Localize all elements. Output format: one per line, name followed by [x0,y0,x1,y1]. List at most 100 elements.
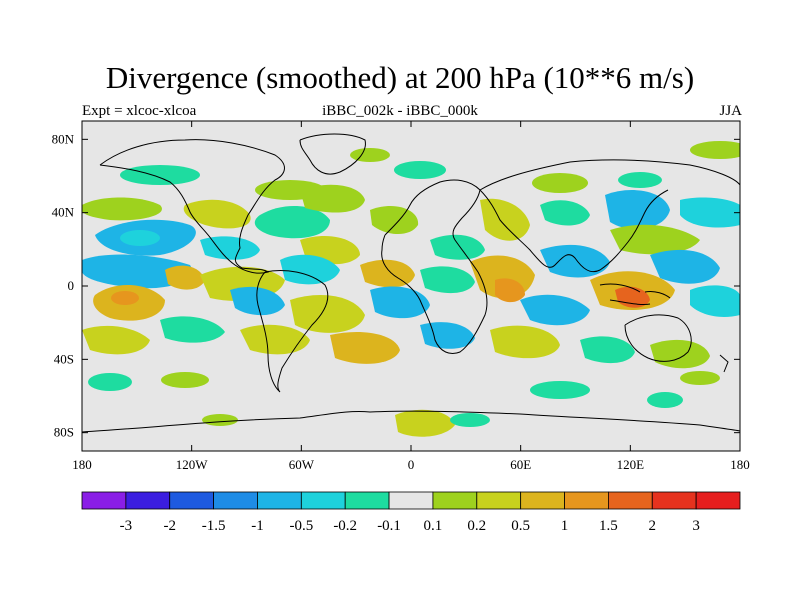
contour-patch [420,266,475,294]
contour-patch [647,392,683,408]
x-tick-label: 60W [289,457,315,472]
x-tick-label: 180 [730,457,750,472]
colorbar-swatch [81,491,127,510]
colorbar-swatch [300,491,346,510]
contour-patch [395,409,455,437]
contour-patch [520,294,590,326]
contour-patch [165,265,205,290]
contour-patch [690,285,740,317]
colorbar-swatch [651,491,697,510]
y-tick-label: 40S [54,351,74,366]
season-label: JJA [719,103,742,119]
plot-title: Divergence (smoothed) at 200 hPa (10**6 … [105,60,695,95]
greenland-coast [299,133,366,175]
y-tick-label: 0 [68,278,75,293]
maritime-continent-coast [599,283,671,305]
colorbar-swatch [344,491,390,510]
colorbar-label: -1 [251,518,264,534]
contour-patch [82,197,162,221]
contour-patch [160,316,225,343]
colorbar-swatch [476,491,522,510]
colorbar-label: -0.1 [377,518,401,534]
contour-patch [88,373,132,391]
y-tick-label: 40N [52,205,75,220]
contour-patch [430,234,485,260]
contour-patch [183,199,251,229]
contour-patch [290,295,365,333]
contour-patch [111,291,139,305]
colorbar-label: -1.5 [202,518,226,534]
colorbar-swatch [388,491,434,510]
x-tick-label: 180 [72,457,92,472]
contour-patch [200,236,260,260]
colorbar-label: 0.2 [467,518,486,534]
contour-patch [370,205,419,235]
colorbar-swatch [432,491,478,510]
colorbar-swatch [169,491,215,510]
contour-patch [300,184,365,213]
coastlines [82,133,740,433]
contour-patch [495,278,525,303]
colorbar-label: 3 [692,518,700,534]
colorbar-swatch [695,491,741,510]
colorbar: -3 -2 -1.5 -1 -0.5 -0.2 -0.1 0.1 0.2 0.5 1 1.5 2 3 [81,491,741,534]
north-america-coast [99,139,285,274]
experiment-label: Expt = xlcoc-xlcoa [82,103,197,119]
asia-coast [479,159,740,273]
antarctica-coast [82,410,740,433]
contour-patch [82,325,150,355]
contour-patch [540,200,590,226]
south-america-coast [256,270,329,393]
colorbar-label: 2 [649,518,657,534]
europe-africa-coast [381,179,488,354]
contour-patch [120,230,160,246]
colorbar-label: 1.5 [599,518,618,534]
colorbar-swatch [125,491,171,510]
contour-patch [350,148,390,162]
contour-patch [530,381,590,399]
contour-patch [540,244,610,278]
colorbar-label: 1 [561,518,569,534]
contour-patch [650,249,720,284]
x-axis: 180 120W 60W 0 60E 120E 180 [72,121,750,472]
contour-patch [161,372,209,388]
contour-patch [370,286,430,319]
colorbar-label: 0.5 [511,518,530,534]
contour-patch [680,371,720,385]
x-tick-label: 0 [408,457,415,472]
colorbar-swatch [213,491,258,510]
divergence-field [82,141,740,437]
colorbar-swatch [564,491,609,510]
contour-patch [618,172,662,188]
contour-patch [690,141,740,159]
x-tick-label: 60E [510,457,531,472]
contour-patch [420,322,475,349]
contour-patch [120,165,200,185]
contour-patch [330,331,400,364]
contour-patch [680,197,740,228]
colorbar-label: 0.1 [424,518,443,534]
contour-patch [254,205,330,239]
contour-patch [532,173,588,193]
x-tick-label: 120W [176,457,209,472]
colorbar-label: -2 [163,518,176,534]
contour-patch [610,224,700,255]
new-zealand-coast [719,354,729,373]
difference-label: iBBC_002k - iBBC_000k [322,103,478,119]
contour-patch [480,198,530,241]
colorbar-swatch [257,491,302,510]
contour-patch [202,414,238,426]
contour-patch [450,413,490,427]
contour-patch [82,254,192,289]
contour-patch [280,254,340,285]
contour-patch [580,336,635,364]
y-tick-label: 80S [54,425,74,440]
australia-coast [624,314,692,362]
y-axis: 80N 40N 0 40S 80S [52,131,740,440]
contour-patch [240,324,310,355]
colorbar-label: -0.5 [289,518,313,534]
contour-patch [490,325,560,359]
contour-patch [394,161,446,179]
colorbar-label: -3 [120,518,133,534]
